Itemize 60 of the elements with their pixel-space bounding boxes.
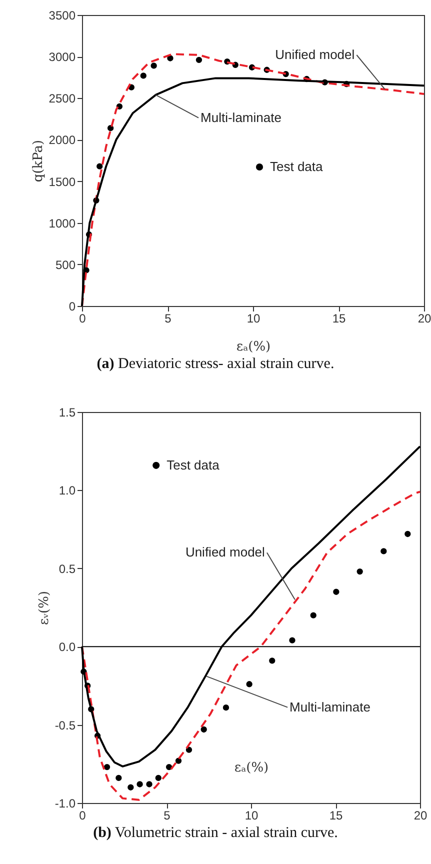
y-tick-label: 2000 — [48, 133, 76, 148]
point — [380, 548, 387, 554]
point — [140, 72, 146, 79]
point — [186, 746, 192, 753]
x-tick-label: 5 — [164, 808, 171, 822]
point — [310, 612, 316, 618]
legend-label: Test data — [270, 159, 324, 174]
point — [128, 784, 134, 790]
x-tick-label: 20 — [418, 312, 431, 326]
point — [146, 781, 152, 788]
y-tick-label: -1.0 — [54, 796, 76, 810]
point — [200, 726, 207, 733]
x-tick-label: 20 — [414, 808, 428, 822]
x-tick-label: 10 — [244, 808, 258, 822]
y-tick-label: 0.0 — [58, 640, 76, 654]
text: (a) Deviatoric stress- axial strain curve. — [96, 356, 336, 374]
point — [289, 637, 296, 644]
point — [155, 774, 162, 782]
point — [269, 658, 276, 664]
y-axis-title: εᵥ(%) — [36, 590, 52, 626]
point — [107, 125, 114, 132]
x-axis-title: εₐ(%) — [234, 760, 269, 776]
annotation: Multi-laminate — [290, 699, 370, 714]
y-tick-label: 1.5 — [58, 406, 76, 420]
point — [404, 530, 411, 538]
y-tick-label: 0.5 — [58, 562, 76, 576]
point — [136, 781, 143, 788]
point — [222, 704, 230, 711]
point — [96, 163, 103, 170]
y-tick-label: 3000 — [48, 50, 76, 64]
y-tick-label: 500 — [55, 258, 76, 272]
point — [246, 681, 252, 688]
point — [166, 764, 172, 770]
point — [150, 62, 157, 69]
y-tick-label: 1500 — [48, 174, 76, 189]
x-tick-label: 5 — [164, 312, 172, 326]
point — [333, 588, 340, 595]
x-tick-label: 0 — [79, 808, 86, 822]
text: (b) Volumetric strain - axial strain curve. — [92, 825, 339, 843]
annotation: Multi-laminate — [200, 110, 282, 125]
legend-label: Test data — [166, 457, 220, 472]
x-tick-label: 0 — [79, 312, 86, 326]
x-tick-label: 15 — [329, 808, 343, 822]
y-tick-label: 2500 — [48, 92, 76, 106]
y-axis-title: q(kPa) — [30, 140, 46, 182]
point — [175, 758, 182, 764]
y-tick-label: 3500 — [48, 8, 76, 22]
annotation: Unified model — [275, 46, 355, 62]
y-tick-label: 1.0 — [58, 484, 76, 498]
point — [196, 56, 202, 63]
x-tick-label: 10 — [246, 312, 260, 326]
y-tick-label: 1000 — [48, 216, 76, 230]
y-tick-label: 0 — [68, 300, 76, 314]
y-tick-label: -0.5 — [54, 718, 76, 732]
x-axis-title: εₐ(%) — [236, 340, 271, 354]
annotation: Unified model — [185, 544, 266, 560]
point — [104, 764, 110, 770]
point — [116, 774, 122, 782]
point — [356, 568, 363, 575]
x-tick-label: 15 — [332, 312, 346, 326]
